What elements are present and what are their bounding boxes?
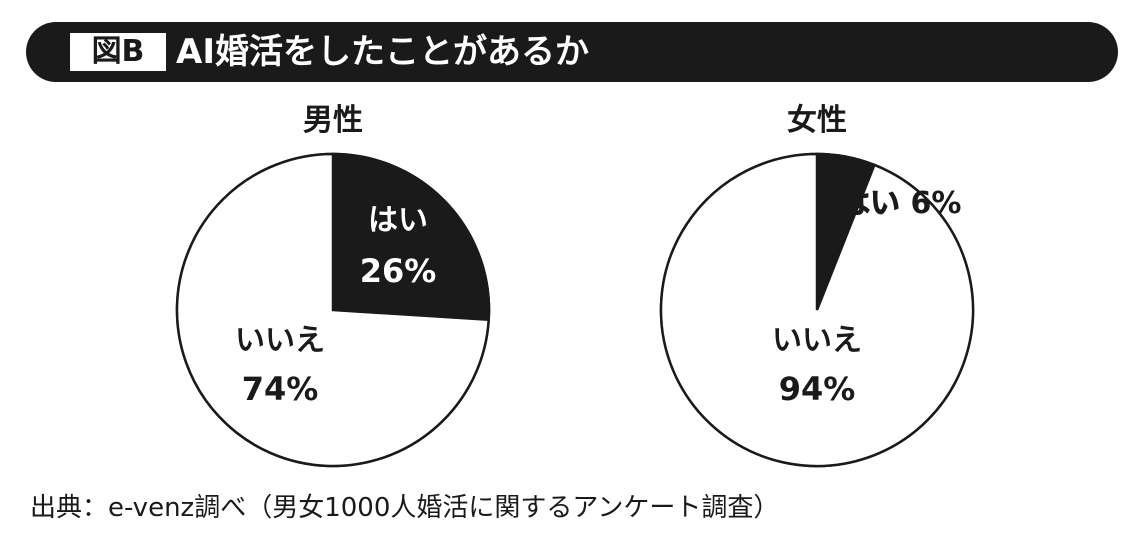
pie-slice-no: [659, 152, 975, 468]
slice-value-no: 74%: [242, 370, 319, 408]
pie-slice-no: [175, 152, 491, 468]
slice-label-no: いいえ: [772, 323, 862, 358]
pie-slice-yes: [331, 152, 491, 322]
chart-title: AI婚活をしたことがあるか: [176, 32, 589, 72]
slice-value-no: 94%: [779, 370, 856, 408]
slice-value-yes: 26%: [360, 252, 437, 290]
slice-label-yes: はい: [368, 203, 428, 238]
figure-label: 図B: [70, 33, 166, 71]
pie-title: 男性: [303, 103, 363, 138]
slice-label-yes: はい: [840, 186, 900, 221]
slice-label-no: いいえ: [235, 323, 325, 358]
title-bar: 図B AI婚活をしたことがあるか: [26, 22, 1118, 82]
source-note: 出典：e-venz調べ（男女1000人婚活に関するアンケート調査）: [30, 493, 780, 523]
pie-title: 女性: [787, 103, 847, 138]
slice-value-yes: 6%: [911, 186, 962, 221]
